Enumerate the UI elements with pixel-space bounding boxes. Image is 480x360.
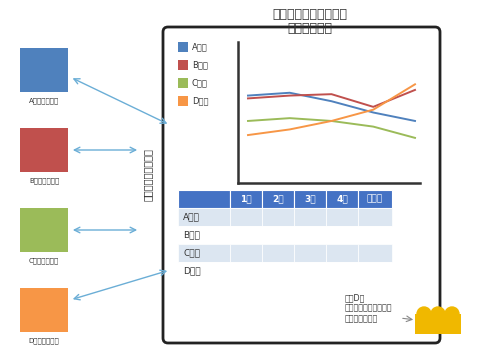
Text: 定期的に状況を報告: 定期的に状況を報告 bbox=[143, 149, 153, 202]
Bar bbox=[294, 226, 326, 244]
Bar bbox=[326, 208, 358, 226]
Text: おいD！
ギャンブルしてんじゃ
ねーよ！かす！: おいD！ ギャンブルしてんじゃ ねーよ！かす！ bbox=[345, 293, 393, 323]
FancyBboxPatch shape bbox=[163, 27, 440, 343]
Text: Bさん: Bさん bbox=[192, 60, 208, 69]
Bar bbox=[178, 208, 230, 226]
Text: ・・・: ・・・ bbox=[367, 194, 383, 203]
Text: まとめサイト: まとめサイト bbox=[288, 22, 333, 35]
Bar bbox=[262, 262, 294, 280]
Bar bbox=[178, 42, 188, 52]
Bar bbox=[294, 244, 326, 262]
Text: 3月: 3月 bbox=[304, 194, 316, 203]
Bar bbox=[294, 208, 326, 226]
Bar bbox=[262, 226, 294, 244]
Bar bbox=[178, 60, 188, 70]
Bar bbox=[178, 78, 188, 88]
Bar bbox=[178, 226, 230, 244]
Text: Dさん: Dさん bbox=[192, 96, 208, 105]
Bar bbox=[358, 226, 392, 244]
Bar bbox=[20, 208, 68, 252]
Bar bbox=[294, 262, 326, 280]
Text: Bさん: Bさん bbox=[183, 230, 200, 239]
Text: Cさんのブログ: Cさんのブログ bbox=[29, 257, 59, 264]
Bar bbox=[230, 208, 262, 226]
Circle shape bbox=[445, 307, 459, 321]
Circle shape bbox=[431, 307, 445, 321]
Bar bbox=[230, 190, 262, 208]
Bar bbox=[178, 262, 230, 280]
Bar bbox=[262, 244, 294, 262]
Bar bbox=[443, 314, 461, 334]
Bar bbox=[178, 96, 188, 106]
Text: 2月: 2月 bbox=[272, 194, 284, 203]
Bar bbox=[358, 190, 392, 208]
Bar bbox=[326, 190, 358, 208]
Bar bbox=[294, 190, 326, 208]
Bar bbox=[20, 48, 68, 92]
Bar bbox=[326, 226, 358, 244]
Bar bbox=[358, 244, 392, 262]
Bar bbox=[230, 244, 262, 262]
Bar bbox=[230, 262, 262, 280]
Text: Dさんのブログ: Dさんのブログ bbox=[29, 337, 60, 343]
Bar bbox=[20, 128, 68, 172]
Bar bbox=[429, 314, 447, 334]
Bar bbox=[230, 226, 262, 244]
Text: 1月: 1月 bbox=[240, 194, 252, 203]
Text: Bさんのブログ: Bさんのブログ bbox=[29, 177, 59, 184]
Bar bbox=[415, 314, 433, 334]
Text: Cさん: Cさん bbox=[183, 248, 200, 257]
Text: Aさん: Aさん bbox=[192, 42, 208, 51]
Bar bbox=[358, 262, 392, 280]
Text: Aさんのブログ: Aさんのブログ bbox=[29, 97, 59, 104]
Text: Cさん: Cさん bbox=[192, 78, 208, 87]
Bar bbox=[262, 208, 294, 226]
Circle shape bbox=[417, 307, 431, 321]
Bar bbox=[262, 190, 294, 208]
Bar bbox=[178, 244, 230, 262]
Bar bbox=[358, 208, 392, 226]
Bar bbox=[326, 244, 358, 262]
Text: Aさん: Aさん bbox=[183, 212, 200, 221]
Bar bbox=[20, 288, 68, 332]
Bar bbox=[326, 262, 358, 280]
Text: 4月: 4月 bbox=[336, 194, 348, 203]
Bar bbox=[178, 190, 230, 208]
Text: 借金ブロガー返済状況: 借金ブロガー返済状況 bbox=[273, 8, 348, 21]
Text: Dさん: Dさん bbox=[183, 266, 201, 275]
